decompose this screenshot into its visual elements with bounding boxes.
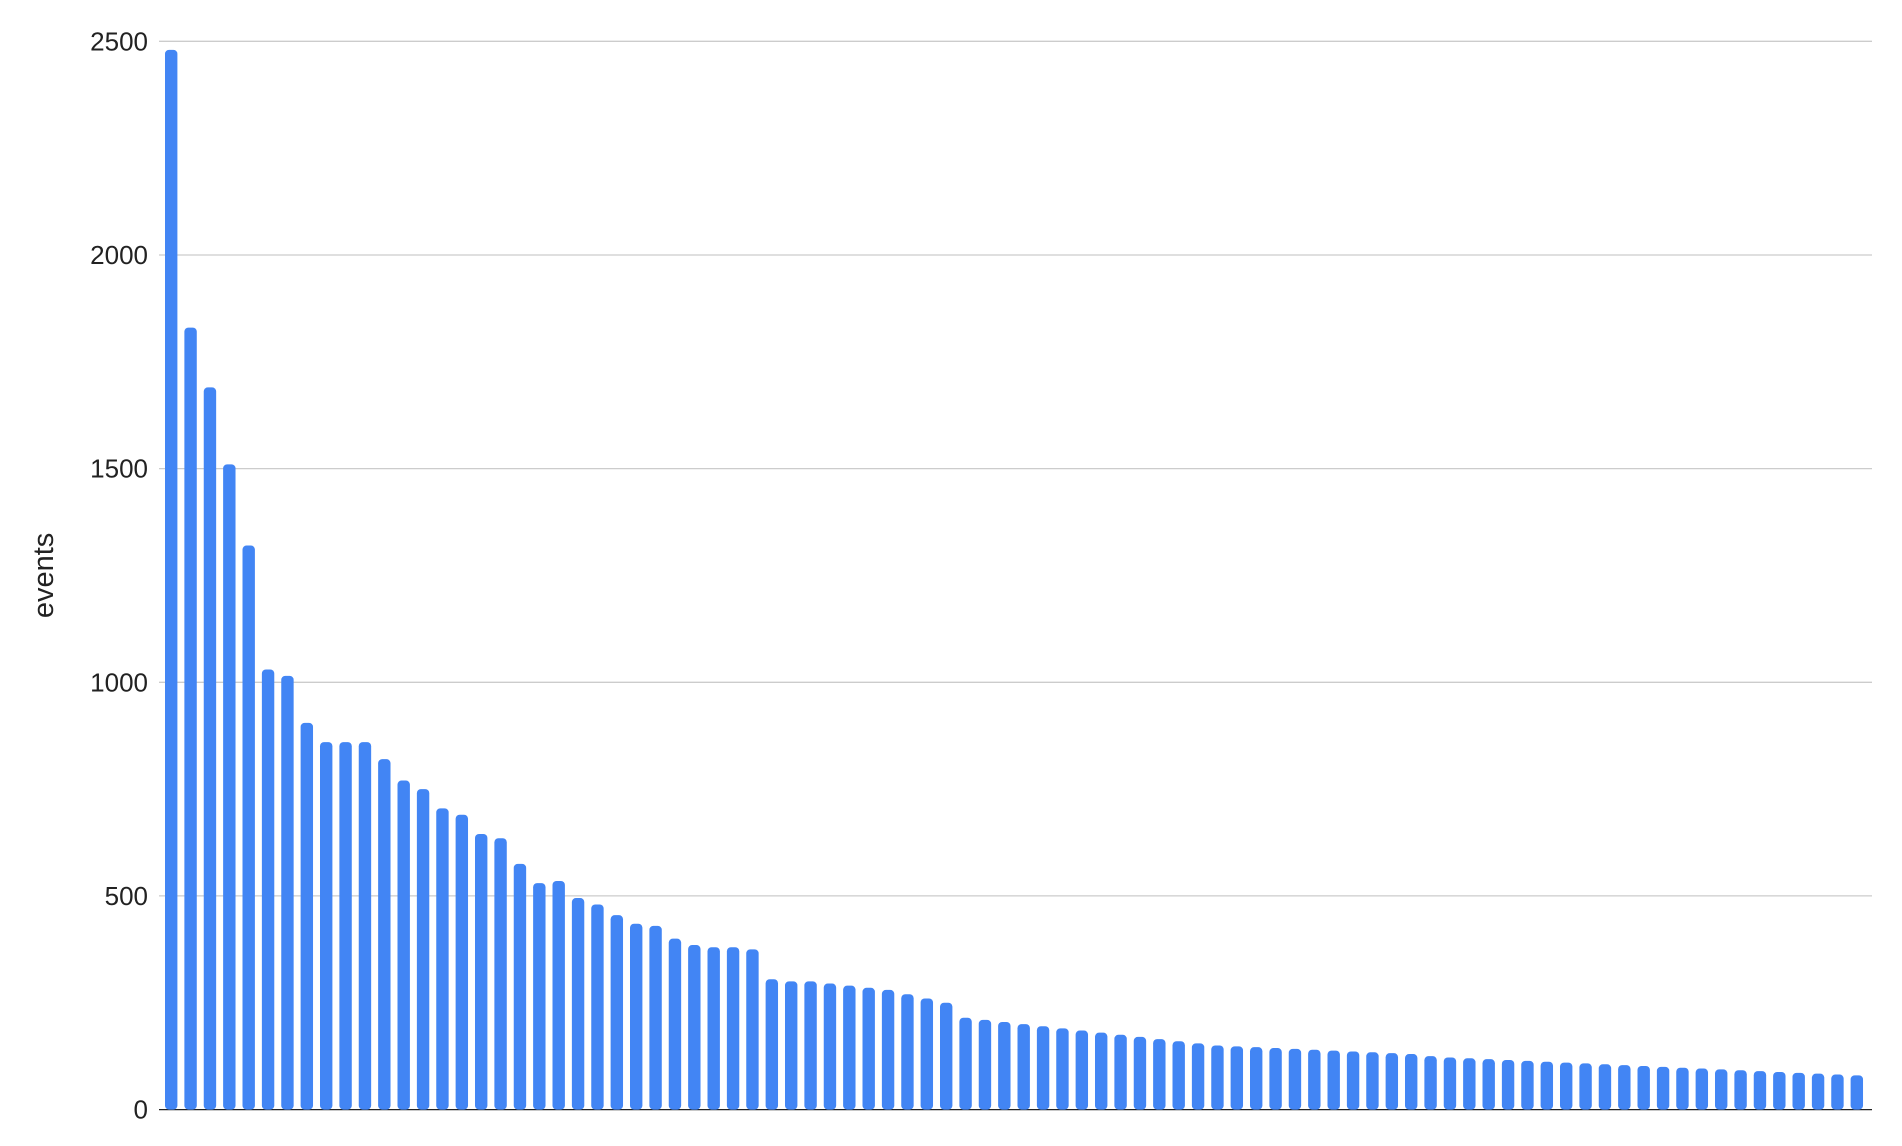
- svg-text:events: events: [28, 533, 60, 618]
- svg-text:1500: 1500: [90, 454, 148, 484]
- svg-text:0: 0: [134, 1095, 148, 1125]
- svg-text:1000: 1000: [90, 667, 148, 697]
- svg-text:500: 500: [105, 881, 148, 911]
- svg-text:2000: 2000: [90, 240, 148, 270]
- svg-text:2500: 2500: [90, 26, 148, 56]
